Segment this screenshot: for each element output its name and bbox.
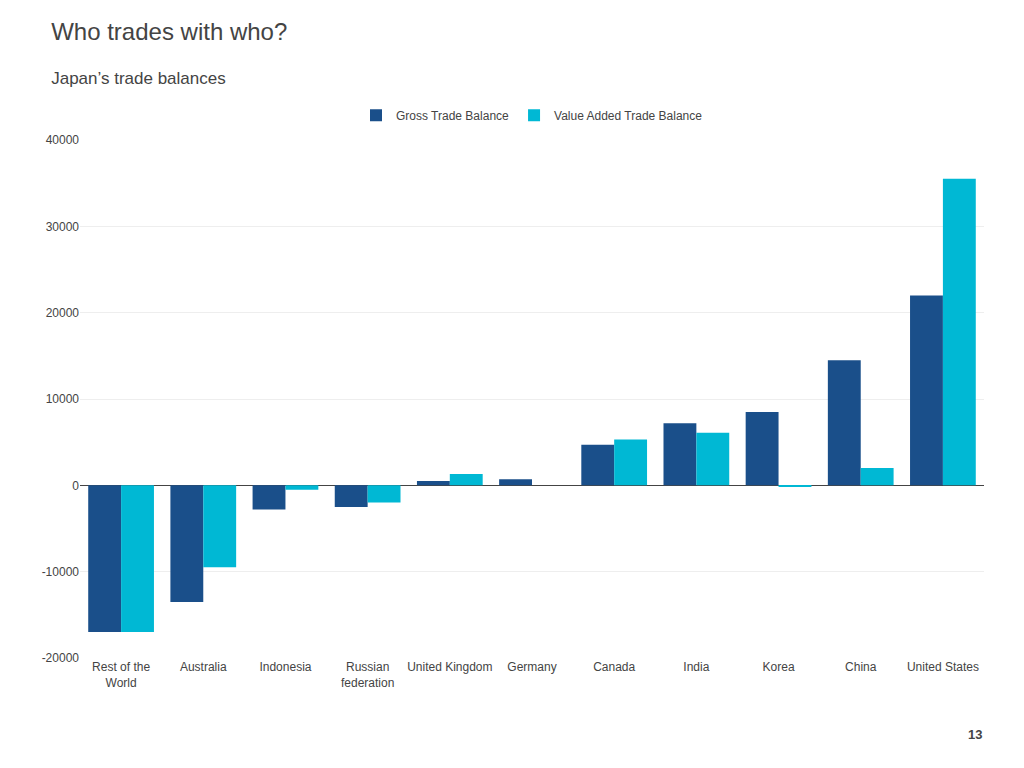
svg-text:Who trades with who?: Who trades with who? xyxy=(51,18,287,45)
svg-text:United States: United States xyxy=(907,660,979,674)
svg-text:30000: 30000 xyxy=(46,220,80,234)
svg-text:Australia: Australia xyxy=(180,660,227,674)
svg-text:Japan’s trade balances: Japan’s trade balances xyxy=(51,69,226,88)
svg-text:Gross Trade Balance: Gross Trade Balance xyxy=(396,109,509,123)
svg-text:Canada: Canada xyxy=(593,660,635,674)
svg-text:Korea: Korea xyxy=(763,660,795,674)
svg-text:Value Added Trade Balance: Value Added Trade Balance xyxy=(554,109,702,123)
svg-text:Germany: Germany xyxy=(507,660,556,674)
svg-text:13: 13 xyxy=(968,727,982,742)
svg-text:Rest of theWorld: Rest of theWorld xyxy=(92,660,150,690)
svg-text:-10000: -10000 xyxy=(42,565,80,579)
svg-text:United Kingdom: United Kingdom xyxy=(407,660,492,674)
svg-text:10000: 10000 xyxy=(46,392,80,406)
svg-text:-20000: -20000 xyxy=(42,651,80,665)
svg-text:20000: 20000 xyxy=(46,306,80,320)
svg-text:Indonesia: Indonesia xyxy=(259,660,311,674)
svg-text:China: China xyxy=(845,660,877,674)
svg-text:India: India xyxy=(683,660,709,674)
svg-text:40000: 40000 xyxy=(46,133,80,147)
svg-text:Russianfederation: Russianfederation xyxy=(341,660,394,690)
svg-text:0: 0 xyxy=(72,479,79,493)
